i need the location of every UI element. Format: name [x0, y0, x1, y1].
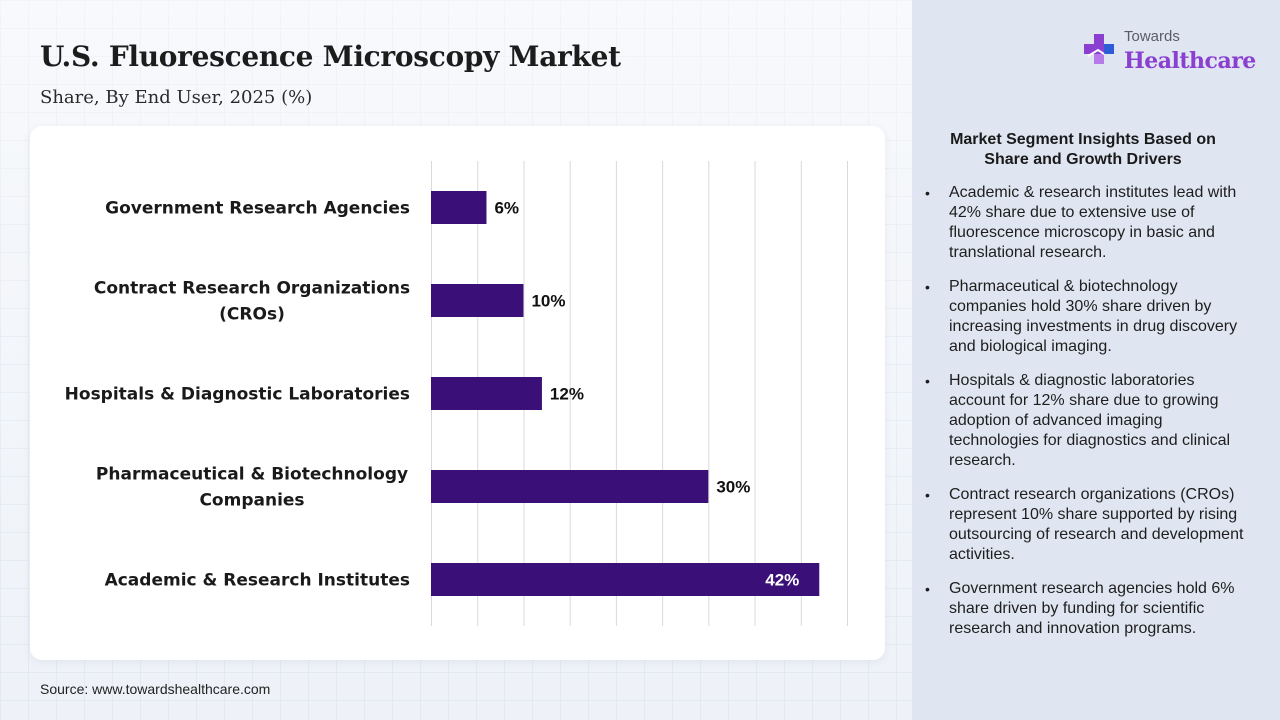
medical-cross-icon	[1084, 34, 1114, 64]
insights-panel	[912, 0, 1280, 720]
bullet-icon: •	[925, 185, 930, 201]
page-subtitle: Share, By End User, 2025 (%)	[40, 87, 313, 108]
category-label: Academic & Research Institutes	[105, 571, 410, 591]
insight-item: • Government research agencies hold 6% sh…	[922, 579, 1252, 639]
bullet-icon: •	[925, 487, 930, 503]
data-label: 42%	[765, 571, 799, 590]
category-label: Government Research Agencies	[105, 199, 410, 219]
data-label: 30%	[716, 478, 750, 497]
data-label: 12%	[550, 385, 584, 404]
insight-text: Hospitals & diagnostic laboratories acco…	[949, 372, 1231, 469]
category-label: Pharmaceutical & Biotechnology Companies	[96, 465, 408, 511]
bar	[431, 563, 820, 596]
category-label-line: (CROs)	[219, 305, 285, 325]
bullet-icon: •	[925, 581, 930, 597]
insight-item: • Academic & research institutes lead wit…	[922, 183, 1252, 263]
bar	[431, 377, 542, 410]
insights-title: Market Segment Insights Based on Share a…	[950, 131, 1216, 168]
insight-item: • Contract research organizations (CROs) …	[922, 485, 1252, 565]
page-title: U.S. Fluorescence Microscopy Market	[40, 40, 621, 73]
insight-text: Academic & research institutes lead with…	[949, 184, 1237, 261]
data-label: 6%	[494, 199, 519, 218]
category-label-line: Academic & Research Institutes	[105, 571, 410, 591]
data-label: 10%	[531, 292, 565, 311]
insight-item: • Hospitals & diagnostic laboratories acc…	[922, 371, 1252, 471]
bullet-icon: •	[925, 373, 930, 389]
insight-text: Pharmaceutical & biotechnology companies…	[949, 278, 1238, 355]
chart-card: 6% Government Research Agencies 10% Contrac…	[30, 126, 885, 660]
bar	[431, 284, 524, 317]
category-label: Contract Research Organizations (CROs)	[94, 279, 410, 325]
insight-text: Contract research organizations (CROs) r…	[949, 486, 1244, 563]
logo-top-text: Towards	[1124, 28, 1180, 45]
bar	[431, 191, 487, 224]
category-label-line: Government Research Agencies	[105, 199, 410, 219]
bullet-icon: •	[925, 279, 930, 295]
category-label-line: Companies	[199, 491, 304, 511]
category-label-line: Pharmaceutical & Biotechnology	[96, 465, 408, 485]
insight-text: Government research agencies hold 6% sha…	[949, 580, 1235, 637]
insight-item: • Pharmaceutical & biotechnology companie…	[922, 277, 1252, 357]
towards-healthcare-logo: Towards Healthcare	[1080, 28, 1256, 78]
category-label: Hospitals & Diagnostic Laboratories	[65, 385, 410, 405]
source-note: Source: www.towardshealthcare.com	[40, 681, 271, 697]
logo-main-text: Healthcare	[1124, 48, 1256, 74]
bar	[431, 470, 709, 503]
category-label-line: Hospitals & Diagnostic Laboratories	[65, 385, 410, 405]
category-label-line: Contract Research Organizations	[94, 279, 410, 299]
bar-chart: 6% Government Research Agencies 10% Contrac…	[65, 161, 848, 626]
insights-list: • Academic & research institutes lead wit…	[922, 183, 1252, 653]
